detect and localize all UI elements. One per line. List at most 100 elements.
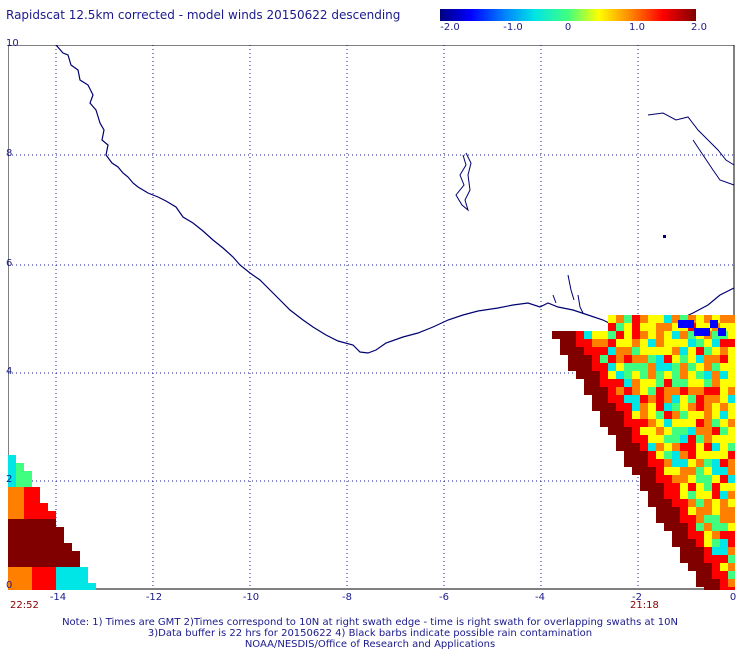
- wind-cell: [728, 499, 735, 507]
- wind-cell: [632, 331, 640, 339]
- wind-cell: [728, 531, 735, 539]
- wind-cell: [640, 443, 648, 451]
- wind-cell: [664, 523, 672, 531]
- color-scale-bar: [440, 9, 696, 21]
- wind-cell: [680, 539, 688, 547]
- wind-cell: [584, 331, 592, 339]
- wind-cell: [616, 323, 624, 331]
- wind-cell: [648, 459, 656, 467]
- wind-cell: [664, 475, 672, 483]
- wind-cell: [48, 511, 56, 519]
- wind-cell: [608, 379, 616, 387]
- wind-cell: [608, 387, 616, 395]
- wind-cell: [592, 371, 600, 379]
- wind-cell: [48, 583, 56, 590]
- wind-cell: [686, 320, 694, 328]
- wind-cell: [656, 515, 664, 523]
- wind-cell: [720, 435, 728, 443]
- wind-cell: [640, 483, 648, 491]
- wind-cell: [696, 411, 704, 419]
- wind-cell: [48, 519, 56, 527]
- wind-cell: [8, 551, 16, 559]
- colorbar-label: -2.0: [440, 22, 460, 33]
- wind-cell: [616, 331, 624, 339]
- map-title: Rapidscat 12.5km corrected - model winds…: [6, 8, 401, 22]
- wind-cell: [616, 347, 624, 355]
- wind-cell: [720, 387, 728, 395]
- wind-cell: [640, 315, 648, 323]
- wind-cell: [672, 403, 680, 411]
- wind-cell: [672, 339, 680, 347]
- wind-cell: [680, 451, 688, 459]
- wind-cell: [632, 459, 640, 467]
- wind-cell: [704, 555, 712, 563]
- wind-cell: [704, 515, 712, 523]
- wind-cell: [696, 395, 704, 403]
- wind-cell: [704, 483, 712, 491]
- wind-cell: [664, 403, 672, 411]
- wind-cell: [704, 371, 712, 379]
- wind-cell: [728, 347, 735, 355]
- wind-cell: [656, 403, 664, 411]
- wind-cell: [672, 427, 680, 435]
- wind-cell: [720, 451, 728, 459]
- wind-cell: [704, 435, 712, 443]
- wind-cell: [576, 371, 584, 379]
- wind-cell: [696, 475, 704, 483]
- wind-cell: [704, 531, 712, 539]
- wind-cell: [688, 427, 696, 435]
- wind-cell: [616, 419, 624, 427]
- wind-cell: [616, 411, 624, 419]
- wind-cell: [8, 487, 16, 495]
- wind-cell: [32, 495, 40, 503]
- wind-cell: [664, 491, 672, 499]
- wind-cell: [8, 511, 16, 519]
- wind-cell: [48, 543, 56, 551]
- wind-cell: [600, 331, 608, 339]
- wind-cell: [632, 347, 640, 355]
- wind-cell: [712, 539, 720, 547]
- wind-cell: [608, 355, 616, 363]
- wind-cell: [712, 411, 720, 419]
- wind-cell: [702, 328, 710, 336]
- wind-cell: [576, 355, 584, 363]
- wind-cell: [704, 395, 712, 403]
- y-tick-label: 10: [6, 38, 19, 49]
- wind-cell: [48, 535, 56, 543]
- wind-cell: [712, 579, 720, 587]
- wind-cell: [704, 475, 712, 483]
- wind-cell: [704, 491, 712, 499]
- wind-cell: [728, 459, 735, 467]
- wind-cell: [56, 551, 64, 559]
- wind-cell: [728, 515, 735, 523]
- wind-cell: [56, 527, 64, 535]
- wind-cell: [624, 379, 632, 387]
- wind-cell: [24, 559, 32, 567]
- wind-cell: [728, 403, 735, 411]
- wind-cell: [704, 443, 712, 451]
- wind-cell: [672, 363, 680, 371]
- wind-cell: [616, 435, 624, 443]
- wind-cell: [664, 347, 672, 355]
- wind-cell: [680, 547, 688, 555]
- wind-cell: [688, 451, 696, 459]
- wind-cell: [592, 379, 600, 387]
- wind-cell: [728, 539, 735, 547]
- wind-cell: [672, 459, 680, 467]
- wind-cell: [64, 567, 72, 575]
- wind-cell: [16, 543, 24, 551]
- wind-cell: [664, 339, 672, 347]
- wind-cell: [632, 467, 640, 475]
- wind-cell: [720, 315, 728, 323]
- wind-cell: [600, 339, 608, 347]
- wind-cell: [8, 543, 16, 551]
- wind-cell: [704, 523, 712, 531]
- wind-cell: [40, 567, 48, 575]
- wind-cell: [704, 363, 712, 371]
- wind-cell: [728, 419, 735, 427]
- wind-cell: [608, 339, 616, 347]
- wind-cell: [680, 427, 688, 435]
- wind-cell: [680, 403, 688, 411]
- wind-cell: [696, 523, 704, 531]
- wind-cell: [656, 371, 664, 379]
